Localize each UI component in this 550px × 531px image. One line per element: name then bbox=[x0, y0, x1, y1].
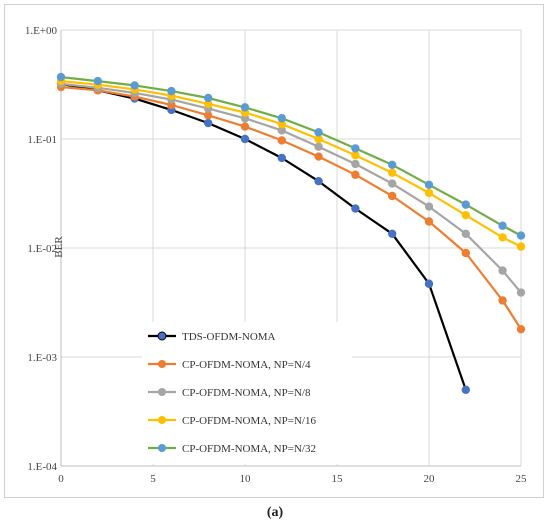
data-point-series-3 bbox=[314, 142, 323, 151]
x-tick-label: 20 bbox=[424, 473, 436, 485]
data-point-series-3 bbox=[498, 266, 507, 275]
data-point-series-2 bbox=[240, 122, 250, 131]
data-point-series-3 bbox=[424, 202, 434, 211]
data-point-series-3 bbox=[351, 159, 360, 169]
figure-caption: (a) bbox=[0, 505, 550, 521]
caption-text: (a) bbox=[266, 505, 284, 520]
data-point-series-4 bbox=[388, 168, 397, 177]
series-line-4 bbox=[60, 80, 522, 248]
data-point-series-2 bbox=[314, 152, 323, 161]
data-point-series-5 bbox=[240, 103, 250, 112]
data-point-series-5 bbox=[130, 81, 139, 90]
data-point-series-1 bbox=[461, 385, 470, 395]
y-tick-label: 1.E-01 bbox=[27, 134, 57, 146]
series-line-2 bbox=[60, 85, 522, 330]
legend-marker-5 bbox=[158, 444, 166, 452]
x-tick-label: 5 bbox=[150, 473, 156, 485]
data-point-series-1 bbox=[388, 229, 397, 238]
data-point-series-3 bbox=[277, 126, 286, 135]
data-point-series-4 bbox=[516, 242, 526, 251]
data-point-series-1 bbox=[424, 279, 434, 288]
legend-label-3: CP-OFDM-NOMA, NP=N/8 bbox=[182, 387, 311, 399]
data-point-series-5 bbox=[351, 144, 360, 153]
data-point-series-1 bbox=[277, 153, 286, 163]
data-point-series-5 bbox=[167, 86, 176, 96]
data-point-series-1 bbox=[240, 134, 250, 144]
y-tick-label: 1.E-04 bbox=[27, 461, 57, 473]
data-point-series-5 bbox=[204, 93, 213, 103]
data-point-series-3 bbox=[461, 229, 470, 238]
y-tick-label: 1.E-02 bbox=[27, 243, 57, 255]
data-point-series-1 bbox=[314, 177, 323, 186]
data-point-series-5 bbox=[314, 128, 323, 137]
legend-label-1: TDS-OFDM-NOMA bbox=[182, 331, 276, 343]
series-line-5 bbox=[60, 76, 522, 237]
y-tick-label: 1.E-03 bbox=[27, 352, 57, 364]
data-point-series-2 bbox=[277, 136, 286, 145]
data-point-series-4 bbox=[424, 188, 434, 198]
data-point-series-5 bbox=[461, 200, 470, 209]
data-point-series-2 bbox=[351, 170, 360, 179]
legend-label-5: CP-OFDM-NOMA, NP=N/32 bbox=[182, 443, 316, 455]
x-tick-label: 10 bbox=[240, 473, 252, 485]
legend-box bbox=[142, 322, 352, 464]
data-point-series-2 bbox=[498, 296, 507, 305]
legend-marker-2 bbox=[158, 360, 166, 368]
data-point-series-2 bbox=[204, 111, 213, 120]
data-point-series-1 bbox=[204, 118, 213, 128]
data-point-series-2 bbox=[424, 217, 434, 226]
y-tick-label: 1.E+00 bbox=[25, 25, 58, 37]
data-point-series-4 bbox=[461, 210, 470, 220]
data-point-series-1 bbox=[351, 204, 360, 213]
series-line-3 bbox=[60, 82, 522, 294]
data-point-series-5 bbox=[93, 76, 103, 86]
data-point-series-5 bbox=[56, 72, 66, 82]
x-tick-label: 0 bbox=[58, 473, 64, 485]
data-point-series-5 bbox=[424, 180, 434, 190]
data-point-series-5 bbox=[498, 221, 507, 230]
data-point-series-2 bbox=[461, 248, 470, 258]
legend-marker-1 bbox=[157, 331, 167, 341]
legend-label-4: CP-OFDM-NOMA, NP=N/16 bbox=[182, 415, 316, 427]
data-point-series-4 bbox=[498, 233, 507, 242]
data-point-series-2 bbox=[516, 324, 526, 334]
data-point-series-2 bbox=[388, 191, 397, 201]
data-point-series-4 bbox=[351, 151, 360, 160]
data-point-series-3 bbox=[388, 179, 397, 188]
y-axis-title: BER bbox=[53, 236, 65, 258]
data-point-series-5 bbox=[388, 160, 397, 169]
legend-marker-3 bbox=[158, 388, 166, 396]
data-point-series-3 bbox=[240, 114, 250, 123]
data-point-series-5 bbox=[277, 114, 286, 123]
data-point-series-5 bbox=[516, 231, 526, 240]
data-point-series-4 bbox=[314, 134, 323, 144]
data-point-series-4 bbox=[277, 119, 286, 129]
x-tick-label: 25 bbox=[516, 473, 528, 485]
series-line-1 bbox=[60, 82, 467, 391]
legend-marker-4 bbox=[158, 416, 166, 424]
data-point-series-3 bbox=[516, 288, 526, 297]
ber-chart: 1.E+00 1.E-01 1.E-02 1.E-03 1.E-040 5 10 15 20 25… bbox=[25, 25, 528, 485]
data-point-series-4 bbox=[204, 99, 213, 109]
x-tick-label: 15 bbox=[332, 473, 344, 485]
legend-label-2: CP-OFDM-NOMA, NP=N/4 bbox=[182, 359, 311, 371]
